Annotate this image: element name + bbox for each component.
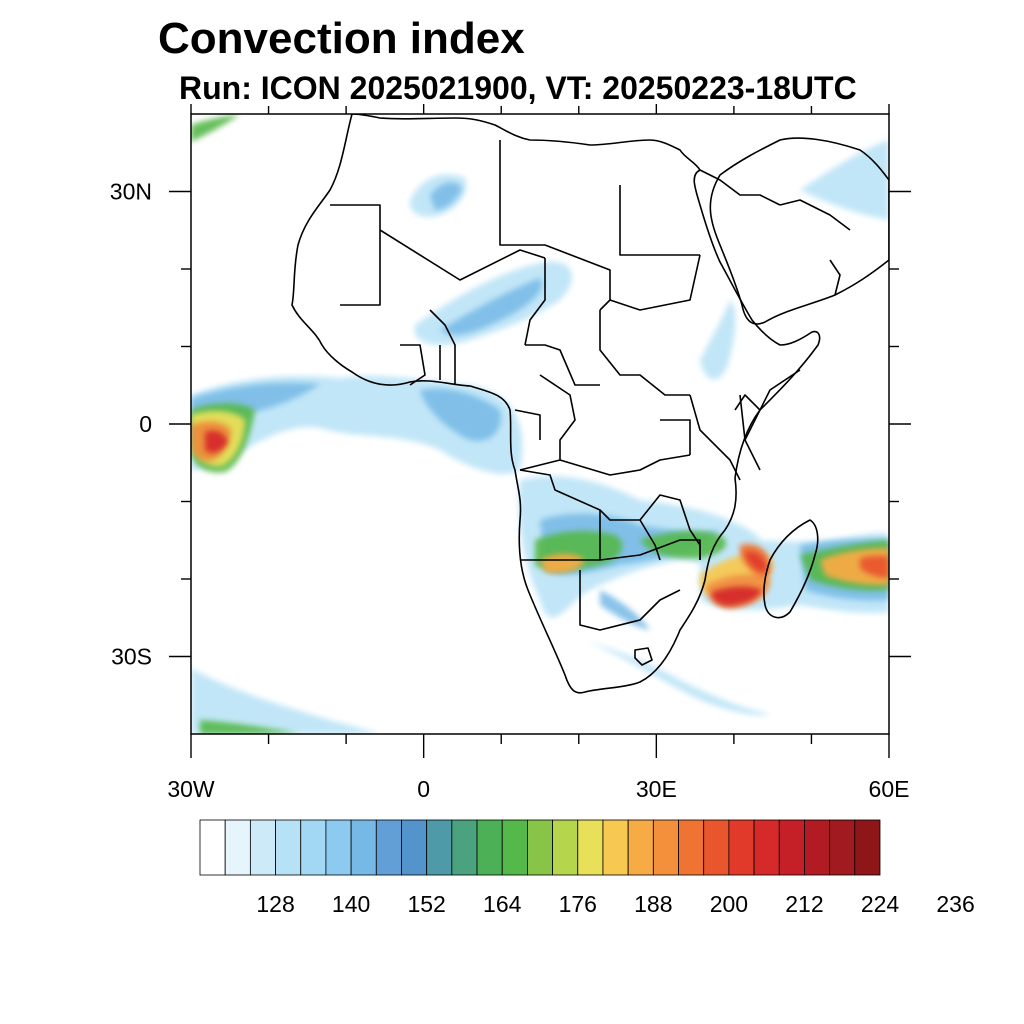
red-cores [205,430,889,606]
colorbar-label: 176 [559,891,597,917]
colorbar-swatch [350,819,377,876]
colorbar-label: 152 [407,891,445,917]
colorbar-swatch [577,819,604,876]
colorbar-swatch [552,819,579,876]
colorbar-swatch [854,819,881,876]
colorbar-swatch [829,819,856,876]
colorbar-swatch [476,819,503,876]
colorbar-label: 200 [710,891,748,917]
country-borders [291,114,889,694]
colorbar-label: 164 [483,891,522,917]
colorbar-swatch [300,819,327,876]
colorbar-swatch [426,819,453,876]
colorbar-swatch [753,819,780,876]
lat-tick-label: 30N [110,179,152,205]
colorbar-swatch [451,819,478,876]
colorbar-swatch [678,819,705,876]
colorbar-swatch [627,819,654,876]
colorbar-label: 236 [936,891,974,917]
africa-coastline [291,114,821,694]
convection-field [191,114,889,734]
colorbar-swatch [728,819,755,876]
colorbar-swatch [249,819,276,876]
colorbar-label: 140 [332,891,370,917]
colorbar-swatch [652,819,679,876]
colorbar-swatch [501,819,528,876]
lon-tick-label: 30W [167,776,215,802]
colorbar-label: 224 [861,891,900,917]
lat-tick-label: 0 [139,411,152,437]
colorbar-label: 212 [785,891,823,917]
chart-title: Convection index [158,14,525,63]
colorbar-swatch [275,819,302,876]
lat-tick-label: 30S [111,644,152,670]
colorbar-swatch [703,819,730,876]
colorbar-label: 128 [256,891,294,917]
colorbar-swatch [778,819,805,876]
colorbar-label: 188 [634,891,672,917]
madagascar-coastline [763,519,819,619]
colorbar-swatch [199,819,226,876]
colorbar: 128 140 152 164 176 188 200 212 224 236 [199,819,975,917]
colorbar-swatch [401,819,428,876]
lon-tick-label: 30E [636,776,677,802]
colorbar-swatch [527,819,553,876]
colorbar-swatch [602,819,629,876]
lon-tick-label: 60E [869,776,910,802]
map-axes: 30W 0 30E 60E 30N 0 30S [110,104,911,802]
colorbar-swatch [804,819,831,876]
chart-subtitle: Run: ICON 2025021900, VT: 20250223-18UTC [179,70,857,106]
colorbar-swatch [325,819,352,876]
colorbar-swatch [224,819,251,876]
lon-tick-label: 0 [417,776,430,802]
colorbar-swatch [375,819,402,876]
